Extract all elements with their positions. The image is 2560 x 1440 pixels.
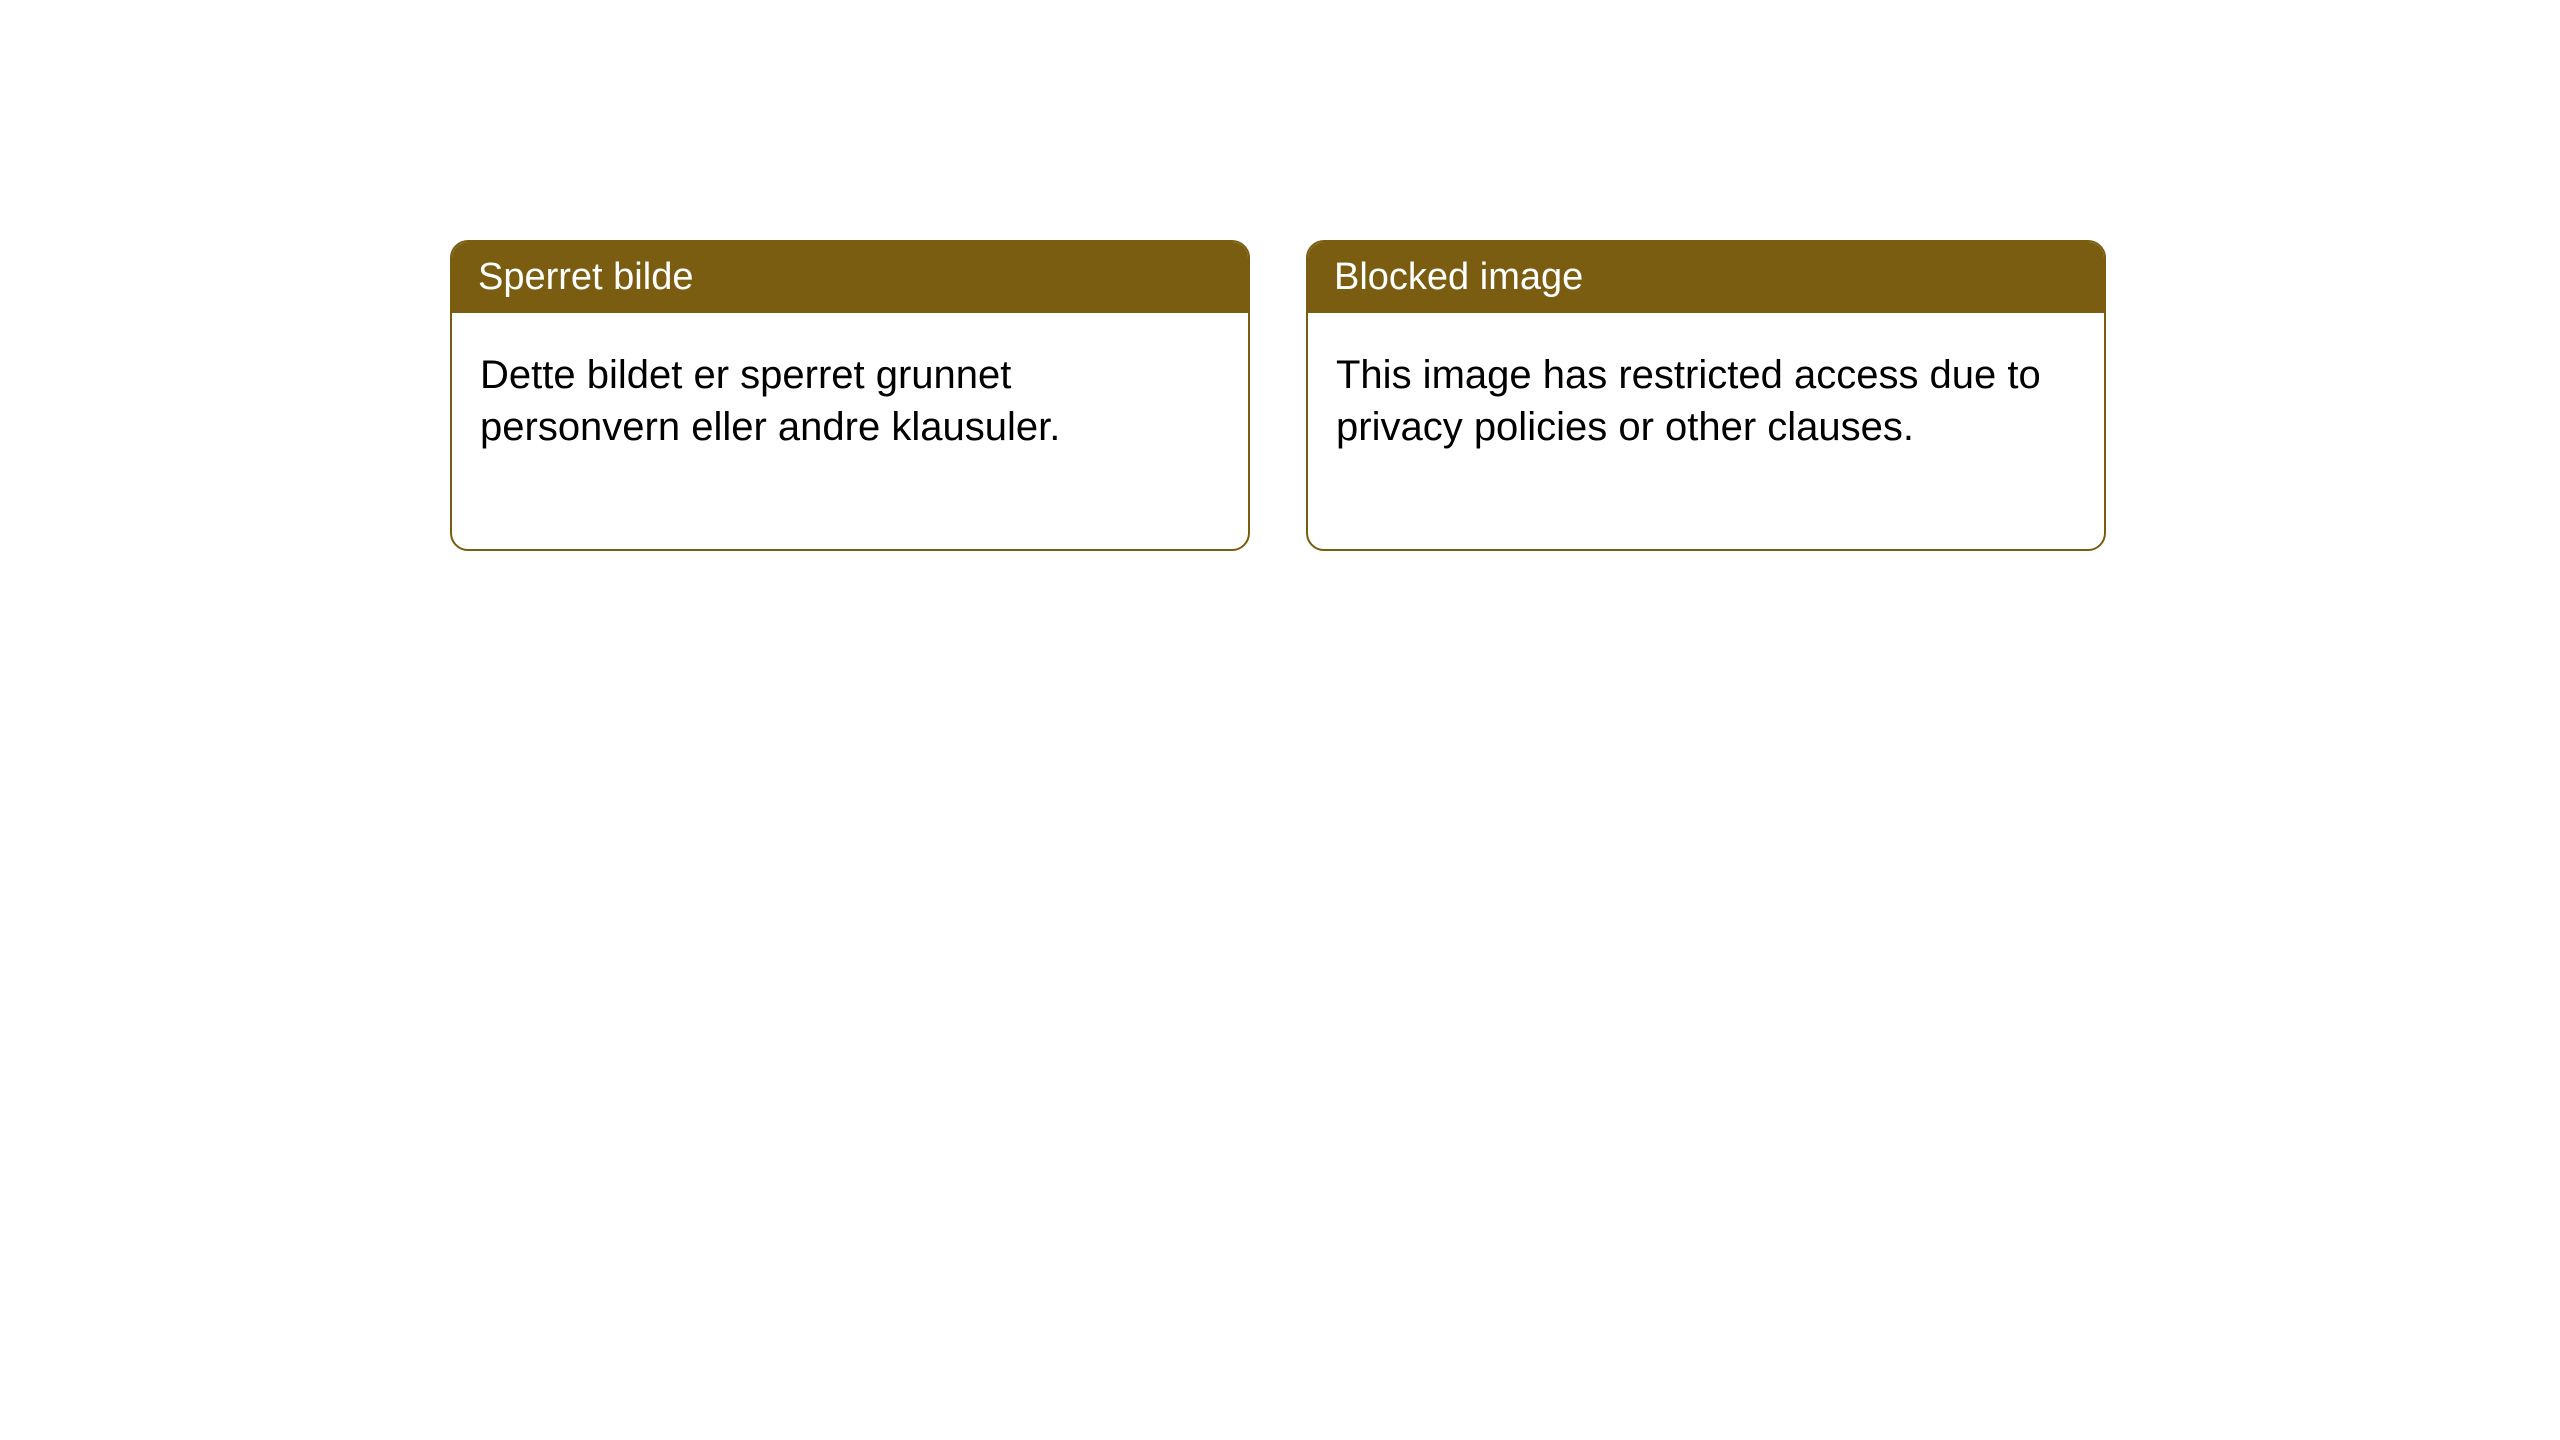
notice-card-no: Sperret bilde Dette bildet er sperret gr… (450, 240, 1250, 551)
notice-title-en: Blocked image (1334, 256, 1583, 298)
notice-container: Sperret bilde Dette bildet er sperret gr… (450, 240, 2106, 551)
notice-title-no: Sperret bilde (478, 256, 693, 298)
notice-body-en: This image has restricted access due to … (1308, 313, 2104, 549)
notice-header-no: Sperret bilde (452, 242, 1248, 313)
notice-body-no: Dette bildet er sperret grunnet personve… (452, 313, 1248, 549)
notice-header-en: Blocked image (1308, 242, 2104, 313)
notice-text-en: This image has restricted access due to … (1336, 353, 2041, 449)
notice-text-no: Dette bildet er sperret grunnet personve… (480, 353, 1060, 449)
notice-card-en: Blocked image This image has restricted … (1306, 240, 2106, 551)
